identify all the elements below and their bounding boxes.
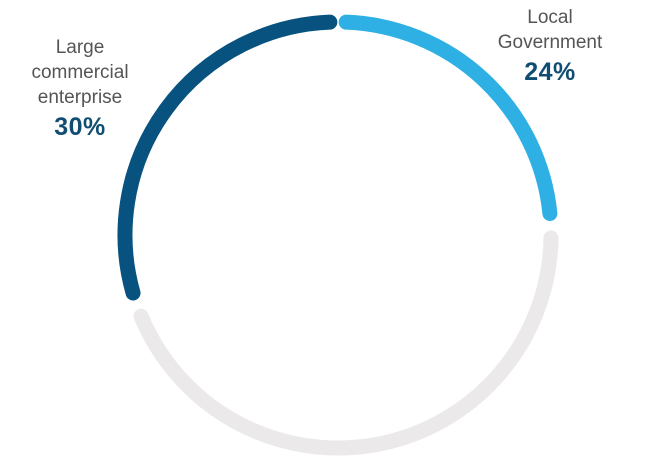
slice-label-local-government: Local Government 24% [480, 5, 620, 87]
slice-name-large-commercial-enterprise: Large commercial enterprise [31, 37, 129, 108]
slice-remainder-arc [133, 230, 559, 456]
slice-arc-local-government [338, 14, 558, 221]
slice-value-local-government: 24% [524, 58, 576, 86]
slice-name-local-government: Local Government [497, 7, 603, 53]
slice-label-large-commercial-enterprise: Large commercial enterprise 30% [10, 35, 150, 142]
slice-arc-large-commercial-enterprise [117, 14, 338, 301]
slice-value-large-commercial-enterprise: 30% [54, 113, 106, 141]
